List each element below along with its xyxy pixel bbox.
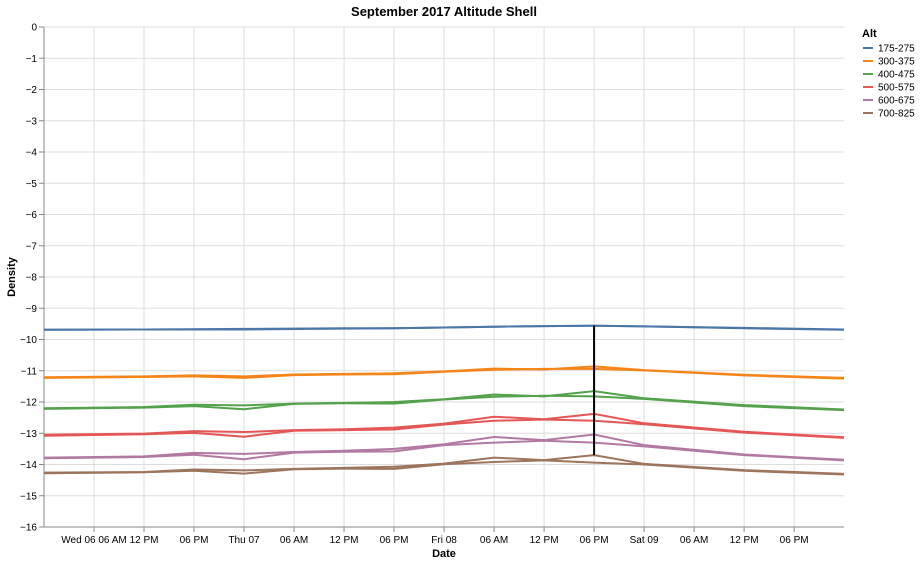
legend-item: 300-375 <box>863 57 915 68</box>
series-line <box>43 324 845 331</box>
legend-title: Alt <box>862 28 877 40</box>
y-tick-label: −7 <box>26 241 38 252</box>
legend-item: 600-675 <box>863 96 915 107</box>
x-tick-label: 06 PM <box>780 535 809 546</box>
y-tick-label: −1 <box>26 54 38 65</box>
legend-item: 500-575 <box>863 83 915 94</box>
y-tick-label: −4 <box>26 148 38 159</box>
series-300-375 <box>43 365 845 380</box>
series-line <box>43 412 845 439</box>
legend-label: 175-275 <box>878 44 915 55</box>
y-axis: 0 −1 −2 −3 −4 −5 −6 −7 −8 −9 −10 −11 −12 −13 −14 −15 −16 <box>20 23 45 534</box>
y-tick-label: −12 <box>20 398 37 409</box>
y-tick-label: −14 <box>20 460 37 471</box>
x-tick-label: 12 PM <box>130 535 159 546</box>
y-tick-label: −16 <box>20 523 37 534</box>
y-axis-title: Density <box>6 256 18 297</box>
series-line <box>43 454 845 475</box>
x-tick-label: 06 PM <box>180 535 209 546</box>
x-tick-label: Fri 08 <box>431 535 457 546</box>
y-tick-label: −15 <box>20 491 37 502</box>
legend-item: 400-475 <box>863 70 915 81</box>
series-line <box>43 367 845 380</box>
legend-label: 700-825 <box>878 109 915 120</box>
grid-layer <box>44 26 844 528</box>
x-tick-label: 06 AM <box>680 535 708 546</box>
series-600-675 <box>43 433 845 462</box>
y-tick-label: −5 <box>26 179 38 190</box>
series-line <box>43 459 845 476</box>
x-axis-title: Date <box>432 548 456 560</box>
legend-label: 500-575 <box>878 83 915 94</box>
x-tick-label: 06 PM <box>580 535 609 546</box>
y-tick-label: −8 <box>26 273 38 284</box>
x-tick-label: 06 AM <box>480 535 508 546</box>
legend-item: 175-275 <box>863 44 915 55</box>
series-line <box>43 418 845 439</box>
legend-label: 300-375 <box>878 57 915 68</box>
x-axis: Wed 06 06 AM 12 PM 06 PM Thu 07 06 AM 12 PM 06… <box>44 526 844 546</box>
x-tick-label: 06 PM <box>380 535 409 546</box>
x-tick-label: 12 PM <box>530 535 559 546</box>
series-line <box>43 394 845 412</box>
series-400-475 <box>43 390 845 412</box>
y-tick-label: −13 <box>20 429 37 440</box>
chart-title: September 2017 Altitude Shell <box>351 4 537 19</box>
series-175-275 <box>43 324 845 331</box>
x-tick-label: 06 AM <box>280 535 308 546</box>
legend-item: 700-825 <box>863 109 915 120</box>
series-line <box>43 433 845 461</box>
series-line <box>43 439 845 462</box>
x-tick-label: Sat 09 <box>630 535 659 546</box>
y-tick-label: −10 <box>20 335 37 346</box>
y-tick-label: −3 <box>26 116 38 127</box>
series-700-825 <box>43 454 845 476</box>
y-tick-label: 0 <box>31 23 37 34</box>
x-tick-label: Wed 06 06 AM <box>61 535 126 546</box>
x-tick-label: 12 PM <box>330 535 359 546</box>
x-tick-label: 12 PM <box>730 535 759 546</box>
legend-label: 600-675 <box>878 96 915 107</box>
x-tick-label: Thu 07 <box>228 535 260 546</box>
legend-label: 400-475 <box>878 70 915 81</box>
legend: Alt 175-275 300-375 400-475 500-575 600-675 7… <box>862 28 915 120</box>
y-tick-label: −2 <box>26 85 38 96</box>
y-tick-label: −11 <box>21 366 38 377</box>
y-tick-label: −6 <box>26 210 38 221</box>
series-lines <box>43 324 845 476</box>
y-tick-label: −9 <box>26 304 38 315</box>
series-500-575 <box>43 412 845 439</box>
